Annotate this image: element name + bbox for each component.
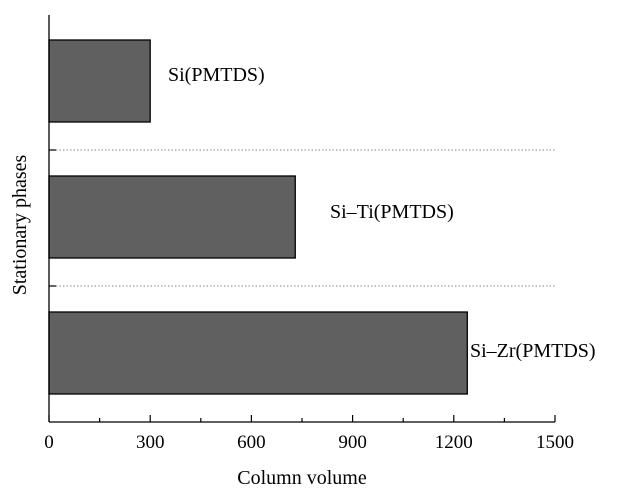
y-ticks-group — [49, 149, 56, 287]
bar — [48, 311, 468, 395]
bar-label: Si–Zr(PMTDS) — [470, 340, 596, 362]
bar — [48, 39, 151, 123]
x-tick-label: 1200 — [435, 432, 473, 453]
x-tick-label: 300 — [136, 432, 165, 453]
bar-label: Si(PMTDS) — [168, 64, 265, 86]
bar — [48, 175, 296, 259]
x-tick-label: 600 — [237, 432, 266, 453]
x-tick-label: 0 — [44, 432, 54, 453]
y-axis-title: Stationary phases — [9, 155, 31, 296]
bar-labels-group: Si(PMTDS) Si–Ti(PMTDS) Si–Zr(PMTDS) — [168, 64, 596, 362]
bars-group — [48, 39, 468, 395]
bar-label: Si–Ti(PMTDS) — [330, 201, 454, 223]
x-tick-label: 1500 — [536, 432, 574, 453]
x-axis-title: Column volume — [237, 467, 367, 489]
category-separators — [49, 149, 555, 287]
x-ticks-group: 0 300 600 900 1200 1500 — [44, 415, 574, 453]
x-tick-label: 900 — [338, 432, 367, 453]
